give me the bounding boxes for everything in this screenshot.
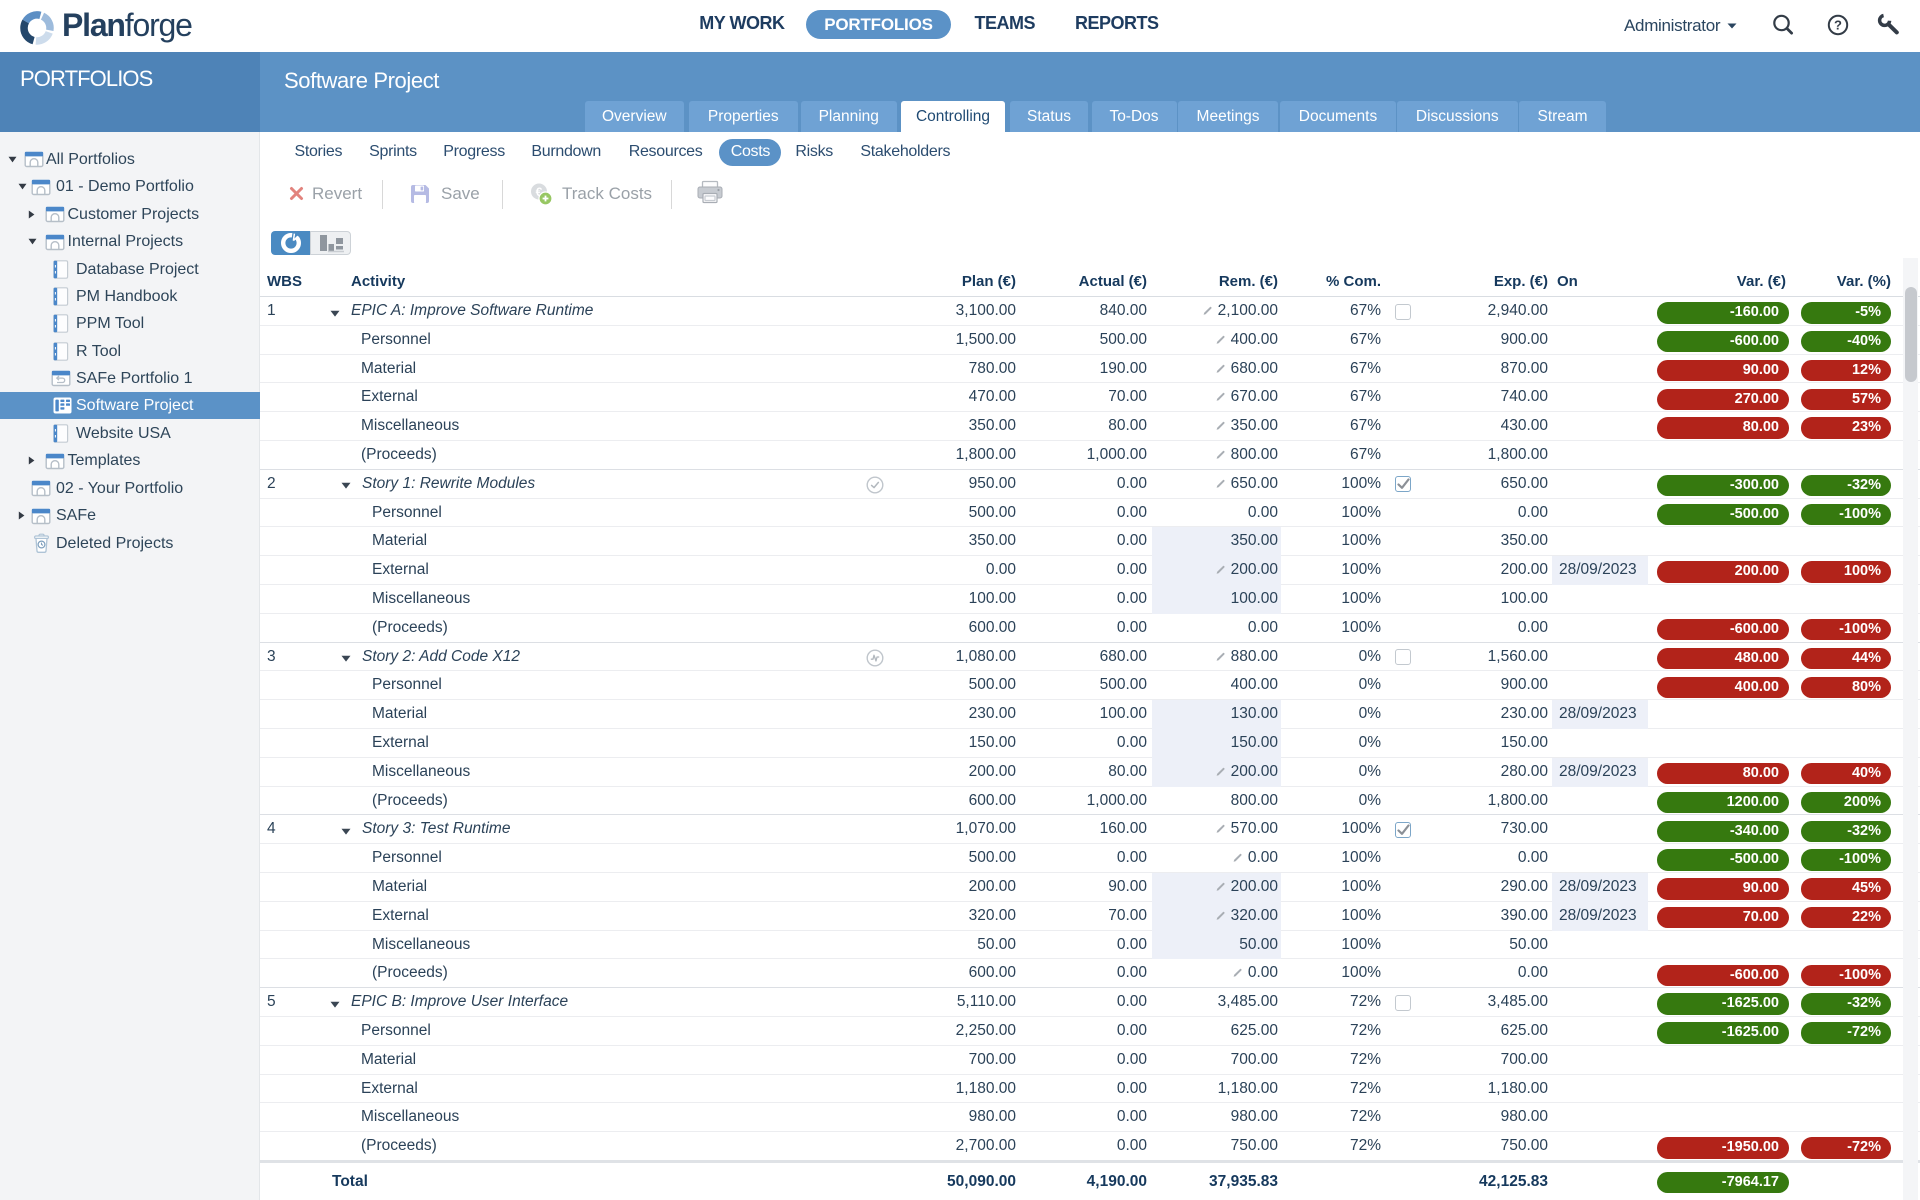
svg-text:?: ?: [1834, 18, 1842, 33]
svg-text:€: €: [536, 185, 543, 199]
